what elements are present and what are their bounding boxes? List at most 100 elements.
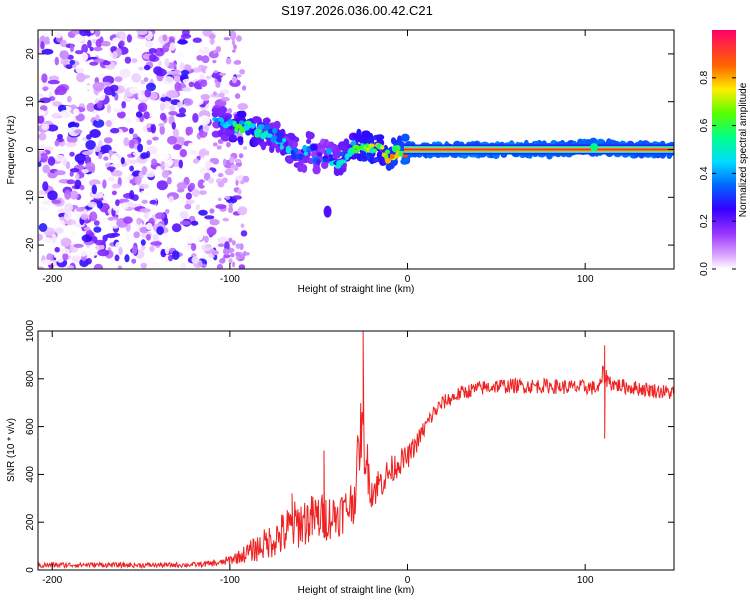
noise-blob: [74, 179, 82, 190]
noise-blob: [166, 89, 178, 99]
noise-blob: [41, 48, 54, 55]
noise-blob: [198, 209, 208, 216]
ridge-halo: [238, 110, 247, 119]
noise-blob: [195, 204, 201, 211]
noise-blob: [38, 93, 44, 98]
noise-blob: [146, 234, 151, 241]
ridge-blob: [316, 152, 323, 157]
noise-blob: [208, 177, 215, 184]
noise-blob: [176, 51, 185, 59]
ridge-halo: [237, 136, 243, 143]
noise-blob: [59, 50, 69, 60]
noise-blob: [38, 223, 48, 232]
noise-blob: [117, 111, 126, 119]
ridge-halo: [245, 130, 251, 136]
noise-blob: [44, 236, 52, 244]
noise-blob: [128, 127, 134, 135]
ridge-blob: [316, 159, 321, 165]
noise-blob: [161, 169, 169, 179]
noise-blob: [235, 251, 241, 257]
noise-blob: [89, 61, 98, 66]
noise-blob: [237, 188, 242, 195]
noise-blob: [205, 66, 214, 77]
noise-blob: [110, 232, 121, 237]
noise-blob: [212, 59, 217, 64]
noise-blob: [141, 199, 148, 204]
noise-blob: [205, 160, 211, 170]
noise-blob: [235, 243, 241, 249]
ridge-blob: [350, 141, 357, 146]
x-tick-label: 100: [577, 274, 594, 285]
noise-blob: [39, 105, 48, 112]
noise-blob: [150, 123, 156, 134]
noise-blob: [48, 75, 60, 82]
y-tick-label: 200: [25, 513, 36, 530]
noise-blob: [126, 157, 131, 166]
noise-blob: [242, 175, 250, 183]
noise-blob: [111, 170, 123, 177]
noise-blob: [224, 241, 230, 251]
noise-blob: [234, 93, 241, 99]
spectrogram-y-label: Frequency (Hz): [6, 116, 17, 185]
noise-blob: [82, 151, 93, 156]
ridge-band-core: [403, 148, 674, 151]
ridge-blob: [384, 157, 392, 164]
noise-blob: [102, 60, 111, 66]
snr-x-label: Height of straight line (km): [298, 585, 415, 596]
noise-blob: [163, 100, 171, 109]
noise-blob: [137, 143, 144, 153]
noise-blob: [45, 89, 55, 98]
noise-blob: [143, 64, 151, 71]
noise-blob: [89, 211, 98, 222]
noise-blob: [105, 265, 111, 269]
ridge-halo: [301, 164, 308, 173]
noise-blob: [38, 206, 48, 211]
noise-blob: [42, 86, 49, 92]
noise-blob: [221, 177, 228, 184]
noise-blob: [169, 42, 176, 51]
noise-blob: [218, 92, 225, 98]
noise-blob: [138, 102, 148, 113]
noise-blob: [172, 128, 180, 138]
noise-blob: [103, 137, 113, 144]
spectrogram-x-label: Height of straight line (km): [298, 284, 415, 295]
noise-blob: [167, 135, 177, 145]
noise-blob: [117, 265, 123, 269]
noise-blob: [213, 91, 217, 96]
noise-blob: [69, 171, 74, 177]
noise-blob: [228, 206, 234, 214]
noise-blob: [145, 170, 156, 178]
noise-blob: [65, 161, 71, 170]
noise-blob: [46, 124, 59, 132]
noise-blob: [57, 133, 63, 140]
noise-blob: [165, 209, 170, 214]
noise-blob: [144, 88, 152, 98]
noise-blob: [160, 96, 172, 103]
noise-blob: [234, 158, 242, 164]
noise-blob: [223, 158, 227, 166]
noise-blob: [179, 149, 187, 158]
ridge-blob: [323, 158, 330, 163]
noise-blob: [228, 237, 233, 243]
noise-blob: [75, 36, 85, 42]
snr-y-ticks: 0 200 400 600 800 1000: [25, 319, 674, 573]
noise-blob: [131, 58, 138, 64]
noise-blob: [171, 121, 176, 130]
noise-blob: [145, 40, 154, 49]
noise-blob: [54, 170, 66, 176]
noise-blob: [164, 246, 170, 255]
noise-blob: [54, 56, 59, 66]
noise-blob: [133, 231, 140, 239]
y-tick-label: 600: [25, 418, 36, 435]
x-tick-label: 0: [405, 575, 411, 586]
noise-blob: [146, 139, 152, 145]
noise-blob: [106, 104, 111, 114]
noise-blob: [125, 117, 132, 124]
noise-blob: [103, 156, 109, 161]
noise-blob: [38, 66, 44, 71]
noise-blob: [121, 202, 129, 210]
noise-blob: [64, 202, 73, 212]
noise-blob: [182, 87, 192, 92]
noise-blob: [54, 140, 60, 147]
